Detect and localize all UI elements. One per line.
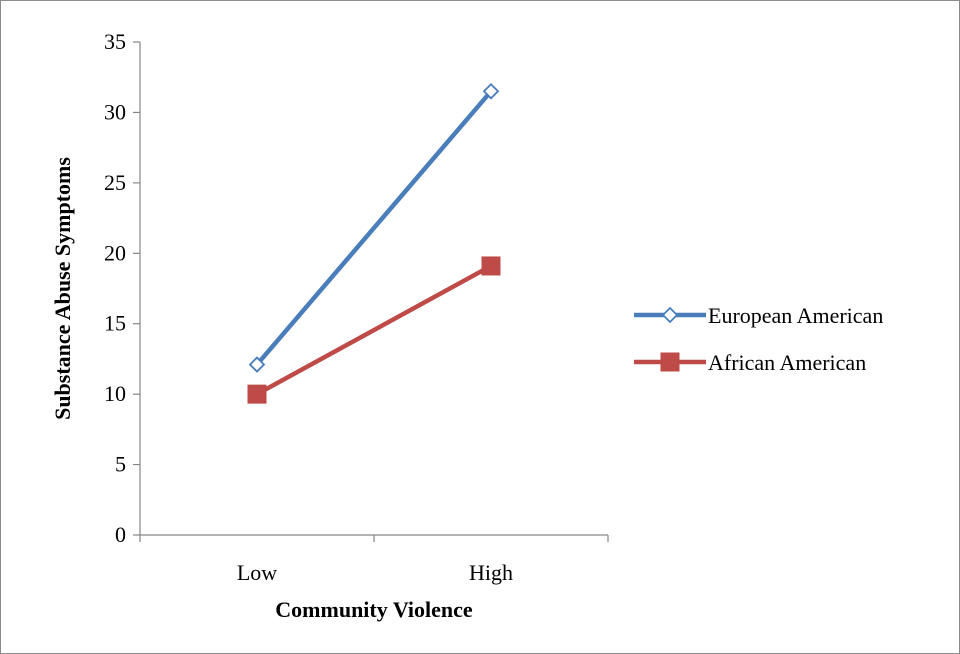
y-tick-label: 35 [104, 29, 126, 54]
legend: European American African American [634, 303, 883, 375]
legend-label: African American [708, 350, 866, 375]
data-point-marker [248, 356, 266, 373]
legend-swatch-marker [660, 352, 680, 372]
y-axis-ticks: 0 5 10 15 20 25 30 35 [104, 29, 140, 547]
series-african-american [247, 256, 501, 404]
y-tick-label: 20 [104, 240, 126, 265]
y-tick-label: 30 [104, 99, 126, 124]
series-line [254, 89, 494, 367]
data-point-marker [481, 256, 501, 276]
y-tick-label: 25 [104, 170, 126, 195]
y-axis-title: Substance Abuse Symptoms [50, 157, 75, 420]
data-point-marker [482, 83, 500, 100]
series-layer [247, 83, 501, 404]
y-tick-label: 15 [104, 311, 126, 336]
x-axis-title: Community Violence [275, 597, 473, 622]
x-tick-label: High [469, 560, 513, 585]
legend-item: African American [634, 350, 866, 375]
x-axis-ticks: Low High [139, 535, 609, 585]
series-line [254, 263, 494, 397]
legend-item: European American [634, 303, 883, 328]
y-tick-label: 0 [115, 522, 126, 547]
data-point-marker [247, 384, 267, 404]
legend-label: European American [708, 303, 883, 328]
y-tick-label: 10 [104, 381, 126, 406]
x-tick-label: Low [237, 560, 277, 585]
y-tick-label: 5 [115, 452, 126, 477]
legend-swatch-marker [661, 306, 679, 324]
series-european-american [248, 83, 500, 373]
